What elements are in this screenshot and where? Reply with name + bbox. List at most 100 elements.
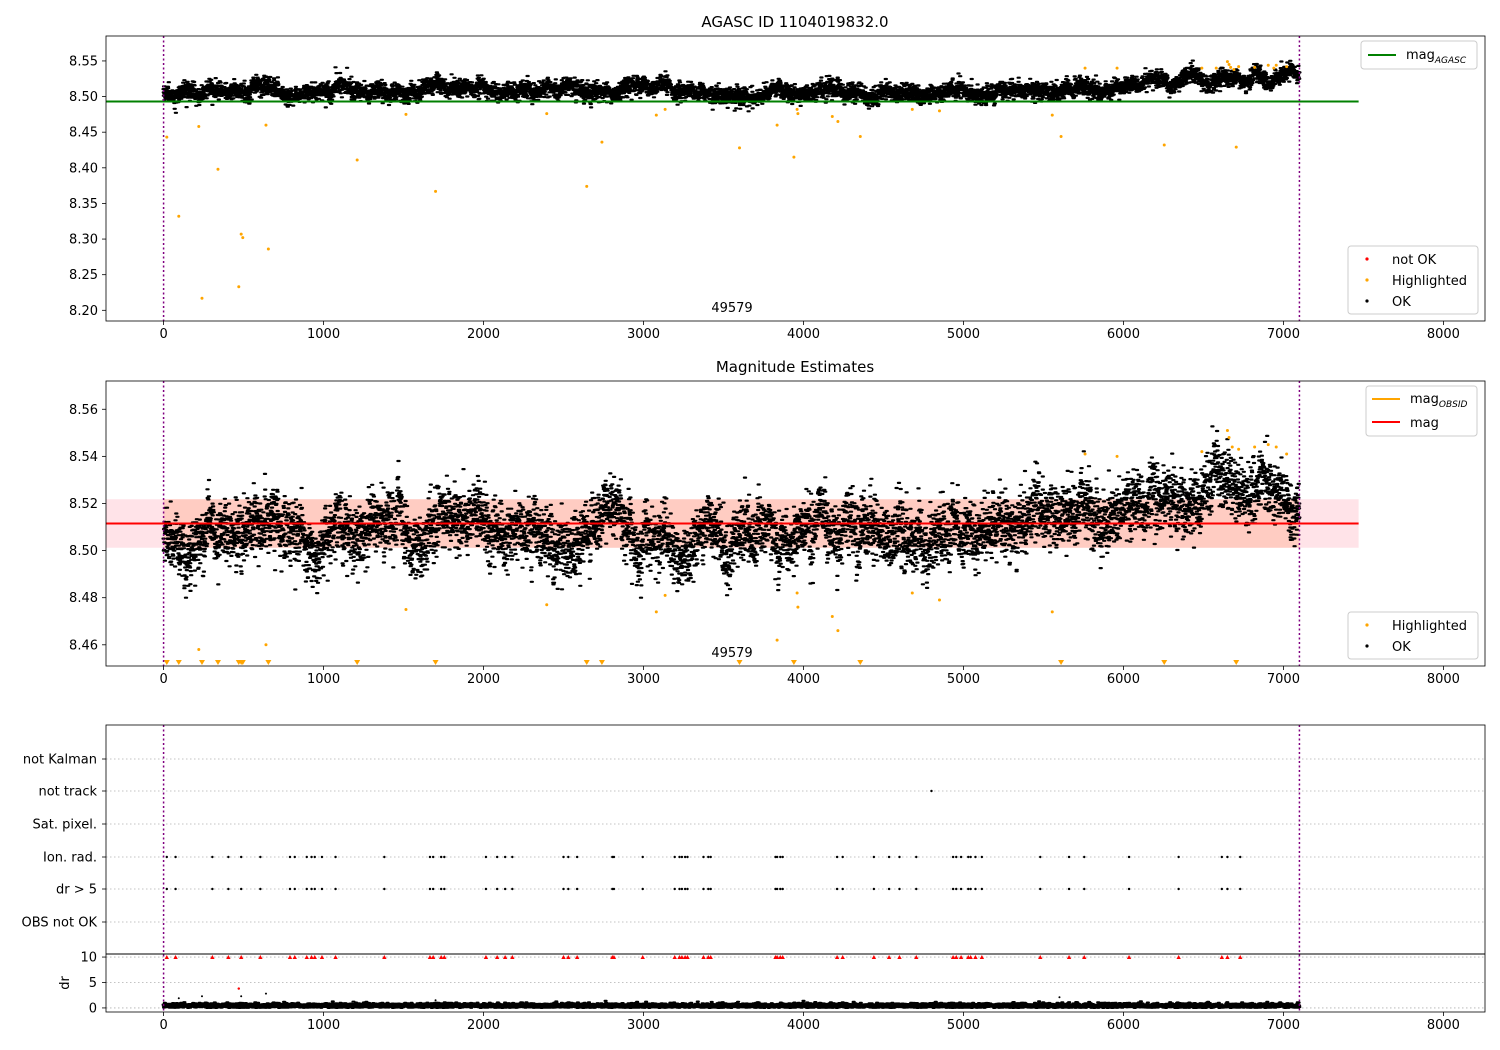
dr-clipped-marker [1176,955,1181,960]
dr-clipped-marker [210,955,215,960]
magnitude-xtick-label: 1000 [307,672,340,687]
agasc-highlighted-point [1050,113,1054,117]
dr-gt-5-point [439,887,443,891]
dr-gt-5-point [443,887,446,891]
magnitude-highlighted-point [910,591,914,595]
flags-xtick-label: 6000 [1107,1018,1140,1033]
agasc-highlighted-point [1274,63,1278,67]
flags-xtick-label: 1000 [307,1018,340,1033]
dr-clipped-marker [679,955,685,960]
dr-gt-5-point [288,887,292,891]
magnitude-highlighted-point [1253,445,1257,449]
magnitude-legend-lines: magOBSID mag [1365,385,1478,437]
ion-rad-point [174,855,177,859]
out-of-range-marker [857,660,864,665]
agasc-highlighted-point [738,146,742,150]
out-of-range-marker [214,660,221,665]
ion-rad-point [1127,855,1131,859]
agasc-xtick-label: 6000 [1107,327,1140,342]
ion-rad-point [310,855,313,859]
dr-gt-5-point [915,887,918,891]
dr-clipped-marker [258,955,263,960]
dr-gt-5-point [174,887,177,891]
out-of-range-marker [583,660,590,665]
dr-outlier-point [177,997,180,1000]
dr-gt-5-point [779,887,782,891]
dr-clipped-marker [312,955,317,960]
dr-gt-5-point [165,887,168,891]
dr-clipped-marker [1126,955,1132,960]
mag-agasc-legend-label: magAGASC [1406,48,1467,66]
ion-rad-point [612,855,616,859]
dr-clipped-marker [1066,955,1072,960]
dr-clipped-marker [611,955,617,960]
highlighted-legend-marker [1365,278,1369,282]
dr-axis-label: dr [58,976,73,990]
magnitude-highlighted-point [1225,428,1229,432]
ion-rad-point [288,855,292,859]
dr-gt-5-point [310,887,313,891]
flag-row-label: dr > 5 [56,883,97,898]
dr-gt-5-point [567,887,570,891]
dr-clipped-marker [640,955,645,960]
dr-gt-5-point [484,887,488,891]
dr-gt-5-point [980,887,984,891]
flag-row-label: OBS not OK [22,916,98,931]
dr-gt-5-point [495,887,499,891]
flags-xtick-label: 2000 [467,1018,500,1033]
ion-rad-point [503,855,507,859]
ion-rad-point [511,855,514,859]
dr-clipped-marker [886,955,892,960]
dr-gt-5-point [898,887,901,891]
out-of-range-marker [736,660,743,665]
magnitude-highlighted-point [1274,445,1278,449]
flag-row-label: Ion. rad. [43,851,97,866]
ion-rad-point [1067,855,1071,859]
agasc-ok-points [161,59,1302,114]
dr-clipped-marker [958,955,964,960]
dr-gt-5-point [1220,887,1224,891]
dr-outlier-point [240,995,243,998]
ion-rad-point [967,855,970,859]
agasc-highlighted-point [237,285,241,289]
agasc-highlighted-point [792,155,796,159]
dr-gt-5-point [709,887,712,891]
dr-clipped-marker [287,955,293,960]
magnitude-highlighted-point [663,593,667,597]
dr-ytick-label: 0 [89,1001,97,1016]
agasc-panel-title: AGASC ID 1104019832.0 [701,13,888,31]
dr-gt-5-point [872,887,876,891]
ion-rad-point [320,855,324,859]
ok-legend-label: OK [1392,295,1411,310]
dr-gt-5-point [383,887,386,891]
dr-gt-5-point [293,887,296,891]
agasc-ytick-label: 8.45 [69,126,98,141]
dr-gt-5-point [211,887,214,891]
agasc-highlighted-point [434,189,438,193]
dr-gt-5-point [1039,887,1042,891]
magnitude-xtick-label: 7000 [1267,672,1300,687]
magnitude-ytick-label: 8.52 [69,497,98,512]
agasc-highlighted-point [545,112,549,116]
magnitude-annotation: 49579 [711,646,752,661]
flags-xtick-label: 8000 [1427,1018,1460,1033]
agasc-highlighted-point [795,107,799,111]
magnitude-highlighted-point [404,607,408,611]
agasc-ytick-label: 8.55 [69,54,98,69]
flags-xtick-label: 3000 [627,1018,660,1033]
agasc-highlighted-point [663,107,667,111]
agasc-highlighted-point [200,296,204,300]
ion-rad-point [781,855,784,859]
magnitude-highlighted-point [836,629,840,633]
dr-clipped-marker [1238,955,1243,960]
dr-clipped-marker [382,955,387,960]
magnitude-highlighted-point [1285,452,1289,456]
out-of-range-marker [1058,660,1065,665]
dr-gt-5-point [334,887,337,891]
dr-ytick-label: 10 [80,951,97,966]
ion-rad-point [775,855,779,859]
agasc-highlighted-point [1083,66,1087,70]
agasc-ytick-label: 8.20 [69,304,98,319]
magnitude-highlighted-point [1200,450,1204,454]
ion-rad-point [484,855,488,859]
